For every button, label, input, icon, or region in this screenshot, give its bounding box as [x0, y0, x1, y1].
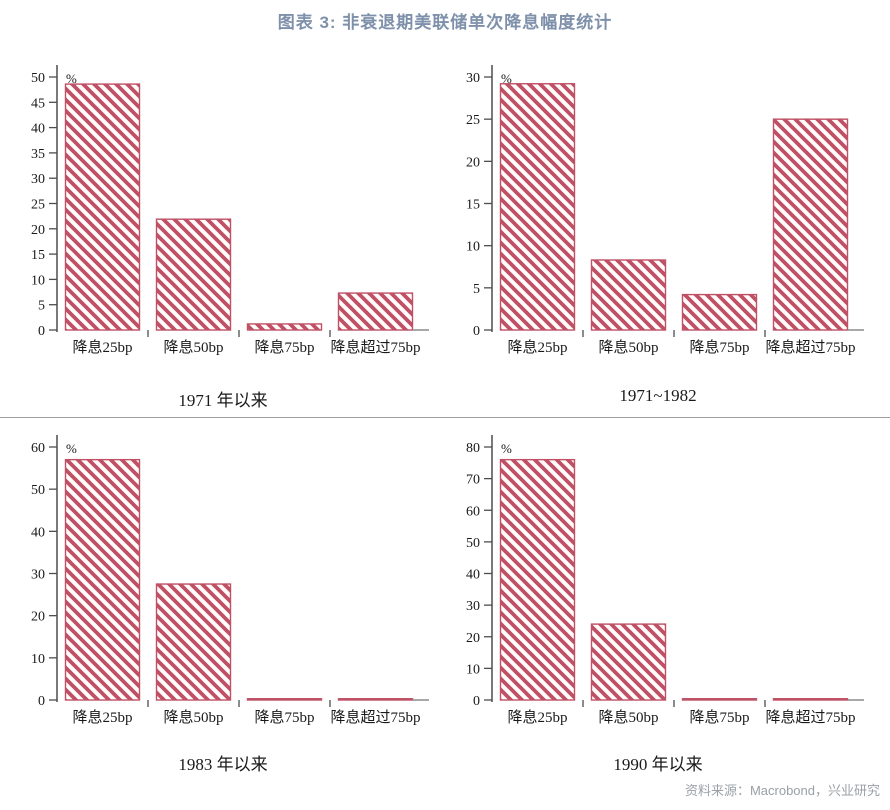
bar-3: [246, 698, 323, 701]
y-tick-label: 20: [466, 631, 480, 646]
bar-3: [681, 293, 758, 331]
y-tick-label: 15: [466, 198, 480, 213]
y-tick-label: 40: [31, 122, 45, 137]
y-tick-label: 0: [473, 324, 480, 339]
y-tick-label: 50: [466, 536, 480, 551]
x-category-label: 降息25bp: [72, 339, 132, 356]
bar-3: [681, 698, 758, 701]
y-tick-label: 25: [31, 198, 45, 213]
x-category-label: 降息50bp: [598, 709, 658, 726]
y-tick-label: 10: [31, 273, 45, 288]
y-tick-label: 25: [466, 113, 480, 128]
bar-2: [590, 623, 667, 701]
y-tick-label: 30: [31, 568, 45, 583]
figure-title: 图表 3: 非衰退期美联储单次降息幅度统计: [277, 13, 613, 32]
y-axis-unit-label: %: [501, 71, 512, 86]
y-tick-label: 35: [31, 147, 45, 162]
y-tick-label: 20: [31, 610, 45, 625]
x-category-label: 降息25bp: [507, 709, 567, 726]
x-category-label: 降息25bp: [507, 339, 567, 356]
y-tick-label: 10: [31, 652, 45, 667]
x-category-label: 降息25bp: [72, 709, 132, 726]
y-tick-label: 45: [31, 96, 45, 111]
y-tick-label: 30: [466, 71, 480, 86]
y-tick-label: 20: [31, 223, 45, 238]
x-category-label: 降息75bp: [689, 339, 749, 356]
y-tick-label: 70: [466, 473, 480, 488]
y-tick-label: 40: [466, 568, 480, 583]
row-divider: [0, 417, 890, 418]
chart-subtitle-since-1971: 1971 年以来: [178, 391, 268, 410]
y-tick-label: 80: [466, 441, 480, 456]
y-tick-label: 30: [31, 172, 45, 187]
y-tick-label: 30: [466, 599, 480, 614]
bar-4: [337, 292, 414, 331]
bar-2: [155, 218, 232, 331]
y-tick-label: 60: [31, 441, 45, 456]
y-tick-label: 0: [38, 694, 45, 709]
bar-chart-since-1971: 0 5 10 15 20 25 30 35 40 45 50 % 降息25bp 降息50bp 降息75bp 降…: [31, 65, 429, 356]
bar-1: [499, 83, 576, 331]
y-tick-label: 50: [31, 71, 45, 86]
y-tick-label: 60: [466, 504, 480, 519]
bar-1: [64, 83, 141, 331]
chart-subtitle-since-1983: 1983 年以来: [178, 755, 268, 774]
x-category-label: 降息超过75bp: [330, 709, 420, 726]
y-tick-label: 5: [473, 282, 480, 297]
bar-4: [772, 698, 849, 701]
y-tick-label: 50: [31, 483, 45, 498]
bar-4: [337, 698, 414, 701]
y-tick-label: 40: [31, 525, 45, 540]
y-axis-unit-label: %: [66, 71, 77, 86]
bar-4: [772, 118, 849, 331]
bar-chart-since-1983: 0 10 20 30 40 50 60 % 降息25bp 降息50bp 降息75bp 降息超过75bp: [31, 435, 429, 726]
bar-3: [246, 323, 323, 331]
y-tick-label: 10: [466, 240, 480, 255]
bar-chart-since-1990: 0 10 20 30 40 50 60 70 80 % 降息25bp 降息50bp 降息75bp 降息超过…: [466, 435, 864, 726]
chart-subtitle-since-1990: 1990 年以来: [613, 755, 703, 774]
source-note: 资料来源：Macrobond，兴业研究: [684, 783, 880, 798]
x-category-label: 降息50bp: [163, 709, 223, 726]
y-axis-unit-label: %: [501, 441, 512, 456]
bar-2: [155, 583, 232, 701]
bar-1: [64, 458, 141, 701]
chart-subtitle-1971-1982: 1971~1982: [619, 386, 697, 405]
x-category-label: 降息超过75bp: [765, 339, 855, 356]
y-tick-label: 15: [31, 248, 45, 263]
x-category-label: 降息超过75bp: [765, 709, 855, 726]
x-category-label: 降息75bp: [254, 339, 314, 356]
x-category-label: 降息75bp: [254, 709, 314, 726]
bar-2: [590, 259, 667, 331]
x-category-label: 降息50bp: [598, 339, 658, 356]
y-tick-label: 5: [38, 299, 45, 314]
x-category-label: 降息75bp: [689, 709, 749, 726]
y-axis-unit-label: %: [66, 441, 77, 456]
bar-chart-1971-1982: 0 5 10 15 20 25 30 % 降息25bp 降息50bp 降息75bp 降息超过75bp: [466, 65, 864, 356]
x-category-label: 降息50bp: [163, 339, 223, 356]
y-tick-label: 10: [466, 662, 480, 677]
x-category-label: 降息超过75bp: [330, 339, 420, 356]
y-tick-label: 0: [473, 694, 480, 709]
bar-1: [499, 458, 576, 701]
y-tick-label: 0: [38, 324, 45, 339]
y-tick-label: 20: [466, 155, 480, 170]
